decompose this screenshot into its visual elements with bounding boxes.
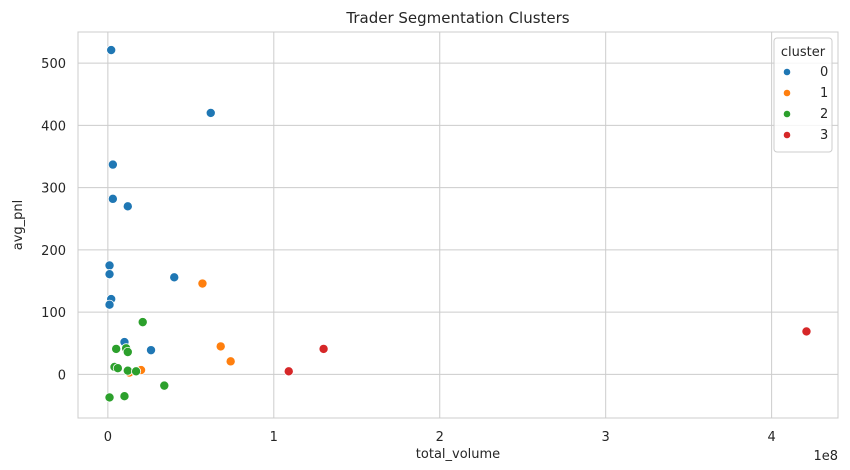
cluster-2-point [119, 391, 130, 402]
cluster-0-point [205, 107, 216, 118]
cluster-1-point [215, 341, 226, 352]
cluster-1-point [197, 278, 208, 289]
cluster-1-point [225, 356, 236, 367]
y-tick-label: 200 [41, 244, 66, 259]
cluster-2-point [137, 317, 148, 328]
y-tick-label: 0 [58, 368, 66, 383]
cluster-0-point [122, 201, 133, 212]
y-tick-label: 100 [41, 306, 66, 321]
data-points [104, 45, 812, 403]
grid [78, 32, 838, 418]
legend-marker [783, 110, 791, 118]
x-axis-offset-label: 1e8 [813, 449, 838, 464]
legend-title: cluster [781, 45, 826, 60]
cluster-2-point [122, 347, 133, 358]
cluster-3-point [318, 343, 329, 354]
y-tick-labels: 0 100 200 300 400 500 [41, 57, 66, 383]
legend-label: 2 [820, 107, 828, 122]
legend-label: 0 [820, 65, 828, 80]
cluster-0-point [104, 260, 115, 271]
cluster-0-point [169, 272, 180, 283]
plot-frame [77, 31, 839, 419]
x-tick-labels: 0 1 2 3 4 [104, 430, 776, 445]
cluster-2-point [111, 343, 122, 354]
x-tick-label: 4 [767, 430, 775, 445]
y-tick-label: 400 [41, 119, 66, 134]
x-tick-label: 3 [602, 430, 610, 445]
legend: cluster 0 1 2 3 [773, 37, 833, 153]
legend-label: 1 [820, 86, 828, 101]
y-tick-label: 500 [41, 57, 66, 72]
chart-title: Trader Segmentation Clusters [345, 9, 569, 27]
legend-items: 0 1 2 3 [783, 65, 828, 143]
legend-marker [783, 89, 791, 97]
cluster-0-point [146, 345, 157, 356]
legend-label: 3 [820, 128, 828, 143]
cluster-2-point [122, 365, 133, 376]
cluster-3-point [801, 326, 812, 337]
cluster-0-point [104, 269, 115, 280]
x-tick-label: 2 [436, 430, 444, 445]
x-tick-label: 1 [270, 430, 278, 445]
y-tick-label: 300 [41, 182, 66, 197]
x-tick-label: 0 [104, 430, 112, 445]
legend-marker [783, 68, 791, 76]
cluster-0-point [107, 159, 118, 170]
cluster-2-point [104, 392, 115, 403]
cluster-0-point [106, 45, 117, 56]
legend-marker [783, 131, 791, 139]
cluster-0-point [107, 193, 118, 204]
legend-box [773, 37, 833, 153]
x-axis-label: total_volume [416, 447, 500, 462]
cluster-2-point [131, 366, 142, 377]
cluster-2-point [159, 380, 170, 391]
cluster-2-point [112, 363, 123, 374]
cluster-0-point [104, 299, 115, 310]
cluster-3-point [283, 366, 294, 377]
y-axis-label: avg_pnl [11, 200, 26, 251]
